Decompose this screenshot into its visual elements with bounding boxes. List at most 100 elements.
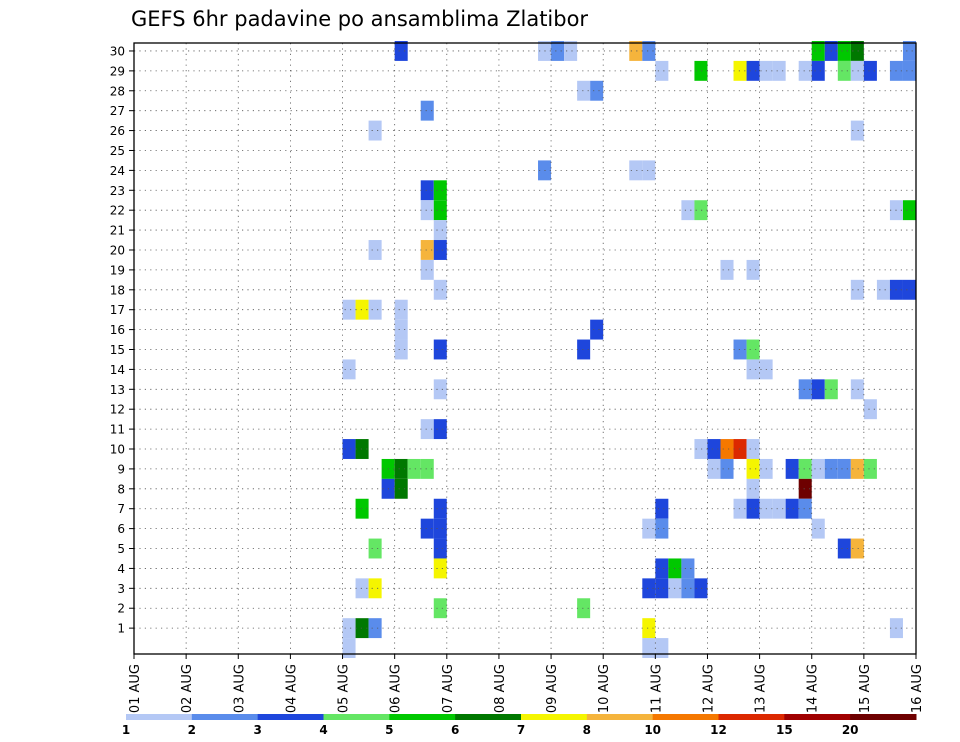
precip-cell: [420, 200, 434, 221]
precip-cell: [368, 240, 382, 260]
precip-cell: [420, 100, 434, 121]
x-tick-label: 14 AUG: [806, 664, 821, 713]
precip-cell: [863, 60, 877, 81]
precip-cell: [798, 458, 812, 479]
precip-cell: [590, 319, 604, 340]
precip-cell: [811, 41, 825, 61]
precip-cell: [642, 41, 656, 61]
precip-cell: [420, 240, 434, 260]
precip-cell: [798, 60, 812, 81]
precip-cell: [433, 538, 447, 559]
precip-cell: [342, 638, 356, 658]
x-tick-label: 13 AUG: [754, 664, 769, 713]
precip-cell: [863, 458, 877, 479]
precip-cell: [355, 439, 369, 459]
precip-cell: [629, 41, 643, 61]
precip-cell: [433, 558, 447, 579]
x-tick-label: 09 AUG: [545, 664, 560, 713]
precip-cell: [655, 578, 669, 599]
precip-cell: [342, 359, 356, 380]
y-tick-label: 30: [110, 44, 125, 58]
colorbar-label: 8: [583, 723, 591, 737]
y-tick-label: 23: [110, 184, 125, 198]
colorbar-label: 7: [517, 723, 525, 737]
precip-cell: [394, 41, 408, 61]
precip-cell: [681, 558, 695, 579]
precip-cell: [837, 458, 851, 479]
precip-cell: [902, 41, 916, 61]
x-tick-label: 16 AUG: [910, 664, 925, 713]
colorbar-swatch: [850, 714, 917, 720]
x-tick-label: 11 AUG: [649, 664, 664, 713]
precip-cell: [850, 279, 864, 300]
colorbar-swatch: [784, 714, 851, 720]
precip-cell: [368, 538, 382, 559]
y-tick-label: 12: [110, 403, 125, 417]
y-tick-label: 16: [110, 323, 125, 337]
precip-cell: [707, 458, 721, 479]
precip-cell: [681, 578, 695, 599]
precip-cell: [407, 458, 421, 479]
y-tick-label: 18: [110, 283, 125, 297]
precip-cell: [837, 60, 851, 81]
precip-cell: [902, 279, 916, 300]
precip-cell: [772, 498, 786, 519]
precip-cell: [902, 200, 916, 221]
precip-cell: [551, 41, 565, 61]
colorbar-label: 6: [451, 723, 459, 737]
precip-cell: [642, 518, 656, 539]
colorbar-label: 3: [253, 723, 261, 737]
colorbar-label: 1: [122, 723, 130, 737]
y-tick-label: 24: [110, 164, 125, 178]
y-tick-label: 4: [117, 562, 125, 576]
precip-cell: [564, 41, 578, 61]
x-tick-label: 15 AUG: [858, 664, 873, 713]
precip-cell: [433, 240, 447, 260]
precip-cell: [420, 419, 434, 440]
x-tick-label: 03 AUG: [232, 664, 247, 713]
precip-cell: [850, 60, 864, 81]
precip-cell: [433, 220, 447, 241]
precip-cell: [577, 80, 591, 101]
x-tick-label: 06 AUG: [389, 664, 404, 713]
precip-cell: [394, 339, 408, 360]
colorbar-label: 2: [188, 723, 196, 737]
precip-cell: [368, 299, 382, 320]
chart-title: GEFS 6hr padavine po ansamblima Zlatibor: [131, 7, 588, 31]
y-tick-label: 26: [110, 124, 125, 138]
precip-cell: [837, 41, 851, 61]
x-tick-label: 02 AUG: [180, 664, 195, 713]
precip-cell: [798, 379, 812, 400]
precip-cell: [785, 498, 799, 519]
precip-cell: [746, 359, 760, 380]
precip-cell: [811, 60, 825, 81]
precip-cell: [394, 458, 408, 479]
colorbar-swatch: [389, 714, 456, 720]
x-tick-label: 04 AUG: [284, 664, 299, 713]
y-tick-label: 11: [110, 423, 125, 437]
precip-cell: [850, 538, 864, 559]
precip-cell: [433, 339, 447, 360]
colorbar-swatch: [126, 714, 193, 720]
y-tick-label: 3: [117, 582, 125, 596]
plot-frame: [133, 42, 917, 655]
precip-cell: [694, 200, 708, 221]
x-axis: 01 AUG 02 AUG 03 AUG 04 AUG 05 AUG 06 AUG 07 A…: [128, 654, 925, 713]
y-tick-label: 27: [110, 104, 125, 118]
precip-cell: [798, 498, 812, 519]
precip-cell: [394, 299, 408, 320]
x-tick-label: 01 AUG: [128, 664, 143, 713]
y-tick-label: 9: [117, 462, 125, 476]
y-tick-label: 15: [110, 343, 125, 357]
precip-cell: [420, 259, 434, 280]
precip-cell: [394, 319, 408, 340]
colorbar-swatch: [652, 714, 719, 720]
colorbar-label: 15: [776, 723, 793, 737]
precip-cell: [368, 120, 382, 141]
precip-cell: [746, 458, 760, 479]
precip-cell: [694, 578, 708, 599]
colorbar: 1 2 3 4 5 6 7 8 10 12 15 20: [122, 714, 917, 737]
colorbar-label: 20: [842, 723, 859, 737]
y-tick-label: 22: [110, 204, 125, 218]
